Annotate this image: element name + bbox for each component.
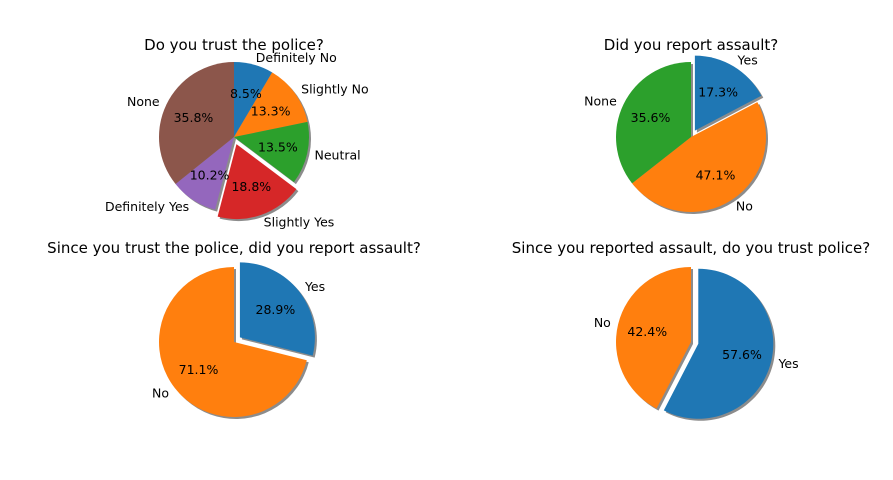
pie-wedge-definitely-yes [175, 137, 234, 210]
chart-title: Did you report assault? [604, 36, 778, 54]
pie-label-group: 57.6% Yes 42.4% No [594, 315, 799, 371]
pie-wedge-none [158, 61, 234, 184]
chart-title: Since you trust the police, did you repo… [47, 239, 421, 257]
pie-category-label: Definitely Yes [105, 199, 189, 214]
pie-chart-trust-police: Do you trust the police? 8.5% Definitely … [105, 36, 369, 229]
pie-category-label: Yes [304, 279, 325, 294]
pie-wedge-no [615, 267, 691, 409]
chart-title: Since you reported assault, do you trust… [512, 239, 871, 257]
pie-chart-report-then-trust: Since you reported assault, do you trust… [512, 239, 871, 421]
pie-percent-label: 13.3% [251, 103, 291, 118]
pie-wedge-slightly-yes [217, 144, 297, 220]
pie-label-group: 28.9% Yes 71.1% No [152, 279, 325, 400]
pie-category-label: Slightly No [301, 82, 368, 97]
pie-percent-label: 28.9% [256, 302, 296, 317]
pie-percent-label: 18.8% [231, 179, 271, 194]
pie-wedge-group [158, 262, 315, 417]
pie-category-label: Neutral [314, 148, 360, 163]
pie-category-label: No [594, 315, 611, 330]
pie-label-group: 8.5% Definitely No 13.3% Slightly No 13.5% Ne… [105, 50, 369, 230]
pie-category-label: Slightly Yes [264, 214, 335, 229]
pie-category-label: Yes [777, 356, 798, 371]
pie-wedge-neutral [234, 121, 310, 183]
pie-wedge-no [632, 102, 766, 212]
pie-wedge-group [615, 267, 774, 419]
pie-percent-label: 13.5% [258, 139, 298, 154]
pie-percent-label: 42.4% [627, 324, 667, 339]
pie-percent-label: 47.1% [696, 167, 736, 182]
pie-label-group: 17.3% Yes 47.1% No 35.6% None [584, 52, 758, 213]
pie-category-label: None [127, 94, 160, 109]
pie-chart-report-assault: Did you report assault? 17.3% Yes 47.1% No 3… [584, 36, 778, 214]
pie-percent-label: 35.6% [631, 110, 671, 125]
chart-title: Do you trust the police? [144, 36, 324, 54]
pie-wedge-none [616, 62, 691, 184]
pie-percent-label: 8.5% [230, 86, 262, 101]
pie-percent-label: 17.3% [698, 85, 738, 100]
pie-wedge-group [616, 55, 766, 212]
pie-percent-label: 71.1% [179, 362, 219, 377]
pie-percent-label: 57.6% [722, 347, 762, 362]
pie-category-label: Yes [737, 52, 758, 67]
pie-wedge-definitely-no [234, 62, 273, 137]
pie-wedge-yes [239, 262, 315, 356]
pie-category-label: No [736, 199, 753, 214]
pie-category-label: No [152, 385, 169, 400]
pie-wedge-group [158, 61, 310, 220]
pie-wedge-no [158, 267, 307, 417]
pie-chart-trust-then-report: Since you trust the police, did you repo… [47, 239, 421, 419]
pie-wedge-yes [694, 55, 762, 131]
pie-category-label: Definitely No [256, 50, 337, 65]
pie-percent-label: 10.2% [190, 167, 230, 182]
pie-percent-label: 35.8% [174, 110, 214, 125]
pie-category-label: None [584, 93, 617, 108]
pie-wedge-yes [663, 268, 774, 419]
pie-wedge-slightly-no [234, 72, 308, 137]
